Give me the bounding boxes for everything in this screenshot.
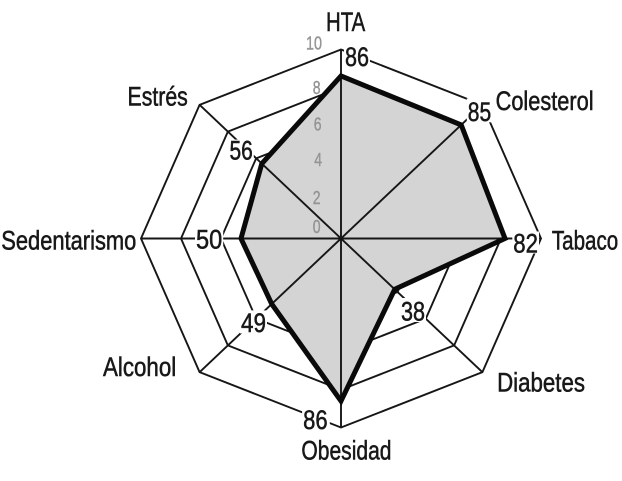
svg-text:86: 86 (345, 42, 369, 72)
svg-text:85: 85 (468, 97, 491, 127)
svg-text:82: 82 (513, 229, 538, 259)
svg-text:Tabaco: Tabaco (552, 226, 618, 256)
svg-text:50: 50 (196, 225, 222, 255)
svg-text:Diabetes: Diabetes (497, 368, 585, 398)
svg-text:10: 10 (306, 33, 322, 53)
svg-text:Sedentarismo: Sedentarismo (1, 226, 136, 256)
svg-text:HTA: HTA (326, 7, 365, 37)
svg-text:6: 6 (314, 115, 322, 135)
svg-text:Estrés: Estrés (128, 82, 188, 112)
svg-text:8: 8 (313, 78, 321, 98)
svg-text:38: 38 (401, 297, 425, 327)
svg-text:Obesidad: Obesidad (301, 436, 391, 466)
svg-text:4: 4 (314, 150, 322, 170)
svg-text:Alcohol: Alcohol (103, 352, 176, 382)
svg-text:86: 86 (303, 405, 328, 435)
svg-text:Colesterol: Colesterol (496, 86, 594, 116)
svg-text:56: 56 (230, 136, 253, 166)
svg-text:0: 0 (313, 217, 321, 237)
svg-text:49: 49 (241, 308, 266, 338)
svg-text:2: 2 (313, 188, 321, 208)
